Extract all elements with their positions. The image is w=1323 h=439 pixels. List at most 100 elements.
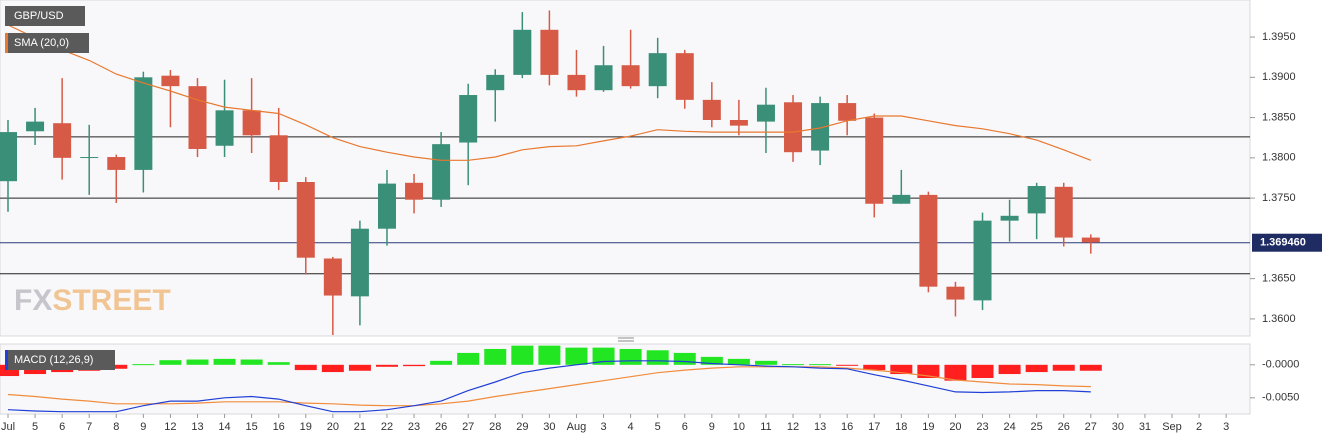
x-tick-label: 3	[600, 421, 606, 433]
x-tick-label: 19	[300, 421, 312, 433]
histogram-bar	[727, 358, 750, 365]
signal-line	[7, 366, 1091, 407]
histogram-bar	[213, 358, 236, 365]
x-tick-label: 14	[218, 421, 230, 433]
x-tick-label: 19	[922, 421, 934, 433]
candle-body	[756, 104, 775, 122]
candle-body	[540, 29, 559, 75]
x-tick-label: 26	[435, 421, 447, 433]
histogram-bar	[0, 364, 19, 377]
x-tick-label: 8	[113, 421, 119, 433]
x-tick-label: 17	[868, 421, 880, 433]
candle-body	[919, 194, 938, 287]
candle-body	[513, 29, 532, 75]
legend-label: SMA (20,0)	[14, 37, 69, 49]
y-tick-label: 1.3850	[1262, 111, 1296, 123]
candle-body	[26, 121, 45, 132]
candle-body	[134, 77, 153, 170]
histogram-bar	[1025, 364, 1048, 373]
x-tick-label: 30	[1112, 421, 1124, 433]
x-tick-label: 13	[191, 421, 203, 433]
candle-body	[729, 119, 748, 126]
macd-line	[7, 360, 1091, 413]
x-tick-label: 20	[949, 421, 961, 433]
candle-body	[0, 132, 17, 182]
y-tick-label: 1.3750	[1262, 192, 1296, 204]
histogram-bar	[998, 364, 1021, 375]
candle-body	[946, 286, 965, 300]
histogram-bar	[754, 360, 777, 365]
x-tick-label: 11	[760, 421, 771, 433]
histogram-bar	[1079, 364, 1102, 371]
histogram-bar	[1052, 364, 1075, 371]
x-tick-label: 5	[655, 421, 661, 433]
x-tick-label: 10	[733, 421, 745, 433]
candle-body	[811, 103, 830, 151]
x-tick-label: 29	[516, 421, 528, 433]
candle-body	[269, 135, 288, 182]
histogram-bar	[944, 364, 967, 381]
histogram-bar	[863, 364, 886, 371]
candle-body	[784, 102, 803, 153]
histogram-bar	[430, 360, 453, 365]
candle-body	[377, 183, 396, 229]
legend-swatch	[5, 33, 8, 53]
x-tick-label: 24	[1003, 421, 1015, 433]
candle-body	[296, 181, 315, 258]
x-tick-label: 23	[408, 421, 420, 433]
x-tick-label: 3	[1223, 421, 1229, 433]
histogram-bar	[511, 345, 534, 365]
sma-line	[7, 24, 1092, 161]
candle-body	[80, 157, 99, 159]
histogram-bar	[484, 348, 507, 365]
candle-body	[1000, 215, 1019, 221]
x-tick-label: 4	[628, 421, 634, 433]
x-tick-label: 21	[354, 421, 366, 433]
y-tick-label: 1.3800	[1262, 152, 1296, 164]
x-tick-label: 6	[682, 421, 688, 433]
x-tick-label: 16	[273, 421, 285, 433]
last-price-box	[1252, 233, 1322, 252]
histogram-bar	[619, 348, 642, 365]
histogram-bar	[836, 364, 859, 366]
candle-body	[973, 220, 992, 301]
candle-body	[107, 157, 126, 170]
y-tick-label: -0.0000	[1262, 359, 1299, 371]
x-tick-label: 12	[787, 421, 799, 433]
candle-body	[567, 74, 586, 91]
candle-body	[648, 53, 667, 87]
histogram-bar	[917, 364, 940, 379]
candle-body	[675, 53, 694, 100]
watermark-part: STREET	[52, 284, 170, 317]
candle-body	[594, 65, 613, 91]
candle-body	[242, 110, 261, 136]
histogram-bar	[348, 364, 371, 371]
symbol-title: GBP/USD	[14, 10, 64, 22]
histogram-bar	[132, 364, 155, 366]
histogram-bar	[592, 347, 615, 365]
candle-body	[486, 74, 505, 91]
x-tick-label: 31	[1139, 421, 1151, 433]
candle-body	[188, 86, 207, 149]
legend-box	[5, 6, 85, 26]
histogram-bar	[457, 352, 480, 365]
candle-body	[838, 103, 857, 121]
watermark: FXSTREET	[14, 284, 171, 317]
x-tick-label: 15	[246, 421, 258, 433]
candle-body	[215, 110, 234, 146]
candle-body	[892, 194, 911, 204]
histogram-bar	[565, 347, 588, 365]
x-tick-label: Jul	[1, 421, 15, 433]
candle-body	[459, 95, 478, 143]
y-tick-label: 1.3900	[1262, 71, 1296, 83]
candle-body	[1081, 237, 1100, 243]
x-tick-label: 30	[543, 421, 555, 433]
x-tick-label: 6	[59, 421, 65, 433]
x-tick-label: 16	[841, 421, 853, 433]
candle-body	[323, 258, 342, 296]
y-tick-label: 1.3600	[1262, 313, 1296, 325]
x-tick-label: 22	[381, 421, 393, 433]
candle-body	[1027, 186, 1046, 214]
x-tick-label: 27	[462, 421, 474, 433]
